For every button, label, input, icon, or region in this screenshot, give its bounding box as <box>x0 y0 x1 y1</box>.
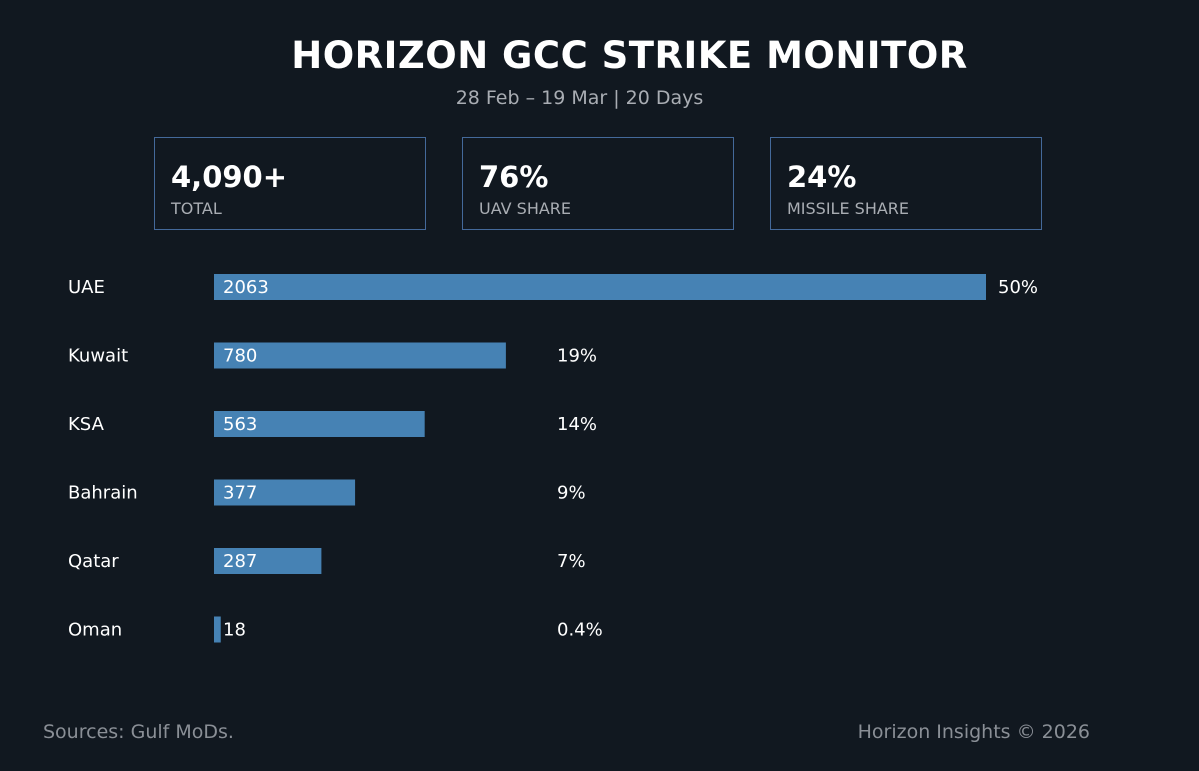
kpi-value: 24% <box>787 160 857 194</box>
page-title: HORIZON GCC STRIKE MONITOR <box>291 34 968 77</box>
category-label: UAE <box>68 277 105 298</box>
bar <box>214 274 986 300</box>
category-label: Qatar <box>68 551 119 572</box>
kpi-label: TOTAL <box>171 199 222 218</box>
bar-value-label: 377 <box>223 483 257 504</box>
category-label: Bahrain <box>68 483 138 504</box>
kpi-label: MISSILE SHARE <box>787 199 910 218</box>
category-label: KSA <box>68 414 105 435</box>
bar-value-label: 18 <box>223 620 246 641</box>
bar <box>214 342 506 369</box>
kpi-value: 76% <box>479 160 549 194</box>
category-label: Kuwait <box>68 346 128 367</box>
bar-percent-label: 19% <box>557 346 597 367</box>
bar-percent-label: 14% <box>557 414 597 435</box>
category-label: Oman <box>68 620 122 641</box>
kpi-card-missile-share: 24% MISSILE SHARE <box>770 137 1042 230</box>
kpi-card-uav-share: 76% UAV SHARE <box>462 137 734 230</box>
bar-percent-label: 50% <box>998 277 1038 298</box>
bar-value-label: 2063 <box>223 277 269 298</box>
page-subtitle: 28 Feb – 19 Mar | 20 Days <box>455 87 704 109</box>
bar-percent-label: 9% <box>557 483 586 504</box>
bar-value-label: 780 <box>223 346 257 367</box>
kpi-card-total: 4,090+ TOTAL <box>154 137 426 230</box>
kpi-label: UAV SHARE <box>479 199 572 218</box>
bar-percent-label: 0.4% <box>557 620 603 641</box>
kpi-value: 4,090+ <box>171 160 288 194</box>
bar-value-label: 563 <box>223 414 257 435</box>
bar-percent-label: 7% <box>557 551 586 572</box>
bar <box>214 616 221 643</box>
bar <box>214 548 322 574</box>
footer-sources: Sources: Gulf MoDs. <box>43 721 234 743</box>
bar-value-label: 287 <box>223 551 257 572</box>
bar <box>214 411 425 437</box>
bar <box>214 479 356 506</box>
footer-credit: Horizon Insights © 2026 <box>857 721 1090 743</box>
